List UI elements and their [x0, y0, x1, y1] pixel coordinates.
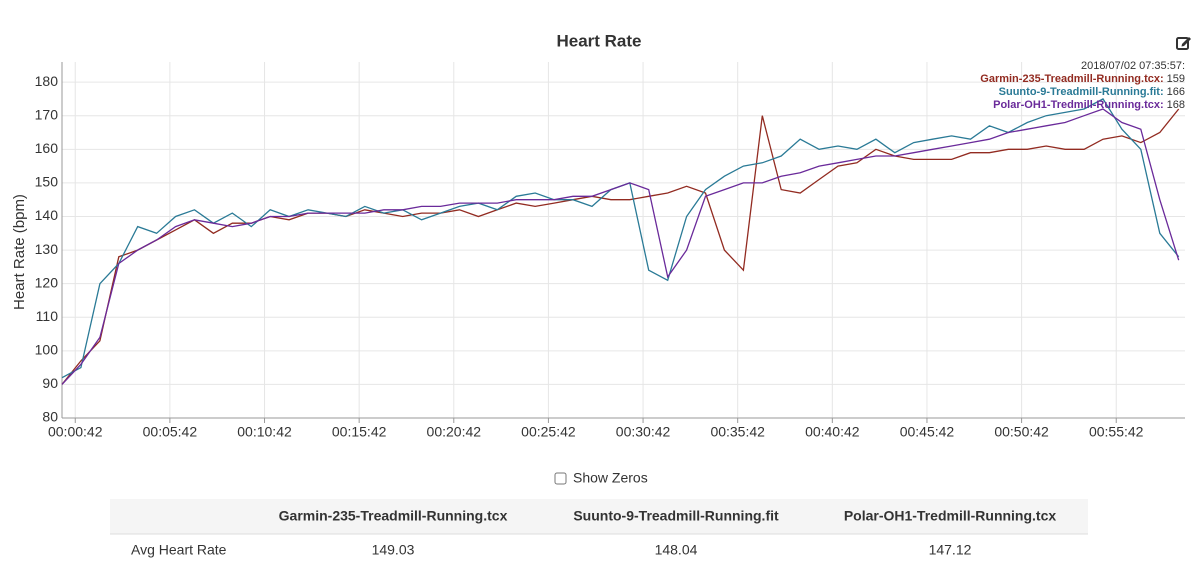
y-tick-label: 180 [35, 73, 59, 89]
tooltip-value: 168 [1167, 99, 1185, 111]
y-axis-label: Heart Rate (bpm) [11, 194, 28, 310]
x-tick-label: 00:15:42 [332, 424, 387, 440]
x-tick-label: 00:05:42 [143, 424, 198, 440]
x-tick-label: 00:30:42 [616, 424, 671, 440]
plot: 80 90 100 110 120 130 140 150 160 170 180 00:00:42 0… [35, 62, 1185, 440]
y-tick-label: 120 [35, 274, 59, 290]
y-tick-label: 130 [35, 241, 59, 257]
tooltip-value: 166 [1167, 86, 1185, 98]
row-label: Avg Heart Rate [131, 542, 227, 558]
table-header: Garmin-235-Treadmill-Running.tcx [279, 508, 508, 524]
table-header-bg [110, 499, 1088, 534]
checkbox[interactable] [554, 472, 567, 485]
edit-icon-pen[interactable] [1181, 37, 1192, 47]
x-tick-label: 00:45:42 [900, 424, 955, 440]
tooltip-series: Garmin-235-Treadmill-Running.tcx: [980, 73, 1163, 85]
y-tick-label: 140 [35, 207, 59, 223]
table-cell: 148.04 [655, 542, 698, 558]
edit-icon-box[interactable] [1176, 37, 1189, 50]
table: Garmin-235-Treadmill-Running.tcx Suunto-9… [131, 508, 1056, 558]
x-tick-label: 00:35:42 [710, 424, 765, 440]
tooltip-time: 2018/07/02 07:35:57: [1081, 60, 1185, 72]
y-tick-label: 110 [36, 308, 59, 324]
tooltip-value: 159 [1167, 73, 1185, 85]
x-tick-label: 00:40:42 [805, 424, 860, 440]
x-tick-label: 00:25:42 [521, 424, 576, 440]
table-header: Polar-OH1-Tredmill-Running.tcx [844, 508, 1057, 524]
y-tick-label: 170 [35, 106, 59, 122]
y-tick-label: 80 [42, 409, 58, 425]
show-zeros-control[interactable]: Show Zeros [554, 470, 648, 486]
edit-icon[interactable] [1176, 37, 1192, 50]
x-tick-label: 00:00:42 [48, 424, 103, 440]
x-tick-label: 00:20:42 [427, 424, 482, 440]
checkbox-label[interactable]: Show Zeros [573, 470, 648, 486]
tooltip-entry: Suunto-9-Treadmill-Running.fit: 166 [999, 86, 1185, 98]
y-tick-label: 160 [35, 140, 59, 156]
tooltip-entry: Garmin-235-Treadmill-Running.tcx: 159 [980, 73, 1185, 85]
series-line [61, 108, 1180, 385]
x-tick-label: 00:55:42 [1089, 424, 1144, 440]
series-line [61, 98, 1180, 379]
x-tick-label: 00:10:42 [237, 424, 292, 440]
chart-title: Heart Rate [556, 31, 641, 50]
tooltip-series: Suunto-9-Treadmill-Running.fit: [999, 86, 1164, 98]
series-line [61, 108, 1180, 385]
y-tick-label: 150 [35, 174, 59, 190]
table-cell: 149.03 [372, 542, 415, 558]
table-header: Suunto-9-Treadmill-Running.fit [573, 508, 779, 524]
table-cell: 147.12 [929, 542, 972, 558]
y-tick-label: 100 [35, 342, 59, 358]
tooltip-entry: Polar-OH1-Tredmill-Running.tcx: 168 [993, 99, 1185, 111]
tooltip-series: Polar-OH1-Tredmill-Running.tcx: [993, 99, 1164, 111]
y-tick-label: 90 [42, 375, 58, 391]
x-tick-label: 00:50:42 [994, 424, 1049, 440]
